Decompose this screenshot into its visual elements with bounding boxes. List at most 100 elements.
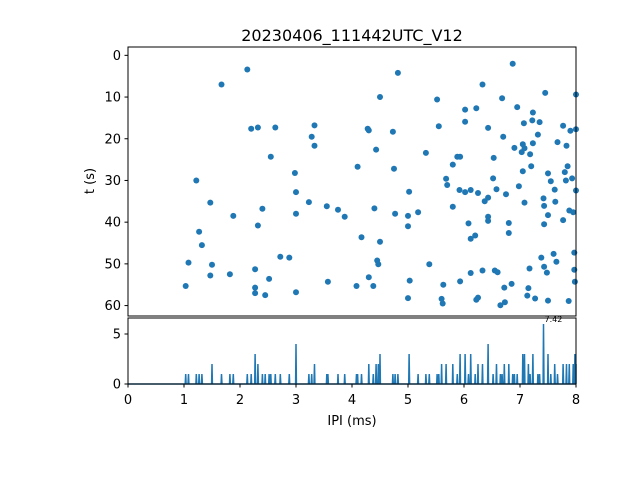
scatter-point xyxy=(490,154,497,161)
scatter-point xyxy=(293,289,299,296)
scatter-point xyxy=(508,280,515,287)
scatter-point xyxy=(252,266,259,273)
scatter-y-tick-label: 30 xyxy=(104,174,121,189)
scatter-point xyxy=(248,125,255,132)
scatter-point xyxy=(560,217,567,224)
scatter-point xyxy=(494,269,501,276)
scatter-point xyxy=(406,277,413,284)
scatter-point xyxy=(545,170,551,177)
scatter-point xyxy=(422,149,429,156)
scatter-point xyxy=(207,272,214,279)
scatter-point xyxy=(543,269,550,276)
scatter-point xyxy=(501,299,508,306)
scatter-point xyxy=(439,300,446,307)
scatter-point xyxy=(529,140,536,147)
scatter-point xyxy=(230,212,237,219)
scatter-point xyxy=(394,69,401,76)
scatter-point xyxy=(521,199,528,206)
scatter-point xyxy=(293,189,299,196)
scatter-point xyxy=(467,235,474,242)
scatter-point xyxy=(551,186,558,193)
x-tick-label: 0 xyxy=(124,393,132,408)
scatter-point xyxy=(462,106,469,113)
scatter-point xyxy=(528,163,535,170)
scatter-point xyxy=(254,124,261,131)
scatter-point xyxy=(541,263,548,270)
histogram-axes-frame xyxy=(127,317,577,385)
scatter-point xyxy=(354,163,361,170)
scatter-point xyxy=(565,298,572,304)
scatter-point xyxy=(226,271,233,278)
scatter-point xyxy=(389,128,396,135)
scatter-point xyxy=(540,195,547,202)
scatter-point xyxy=(534,131,541,138)
scatter-point xyxy=(324,278,331,285)
x-tick-label: 8 xyxy=(572,393,580,408)
scatter-point xyxy=(538,254,545,261)
histogram-line xyxy=(128,323,577,385)
x-axis-label: IPI (ms) xyxy=(327,414,376,429)
scatter-point xyxy=(527,151,534,158)
scatter-point xyxy=(365,127,372,134)
scatter-point xyxy=(479,81,486,88)
scatter-point xyxy=(193,177,200,184)
scatter-point xyxy=(505,220,512,226)
scatter-point xyxy=(529,117,536,124)
scatter-point xyxy=(371,205,378,212)
scatter-point xyxy=(291,170,298,176)
histogram-y-tick-label: 5 xyxy=(113,328,121,343)
scatter-point xyxy=(456,187,463,193)
scatter-point xyxy=(501,284,508,291)
scatter-point xyxy=(375,261,382,268)
scatter-point xyxy=(267,153,274,160)
scatter-y-tick-label: 0 xyxy=(113,49,121,64)
histogram-y-tick-label: 0 xyxy=(113,378,121,393)
scatter-point xyxy=(426,261,433,268)
scatter-y-tick-label: 20 xyxy=(104,132,121,147)
x-tick-label: 3 xyxy=(292,393,300,408)
scatter-point xyxy=(365,274,372,281)
scatter-point xyxy=(406,188,413,195)
scatter-point xyxy=(207,199,214,206)
scatter-point xyxy=(434,96,441,103)
scatter-point xyxy=(542,89,549,96)
scatter-point xyxy=(514,104,521,111)
scatter-point xyxy=(560,122,567,129)
scatter-point xyxy=(520,120,527,127)
chart-title: 20230406_111442UTC_V12 xyxy=(241,26,463,46)
scatter-point xyxy=(218,81,225,88)
scatter-point xyxy=(392,210,399,217)
scatter-point xyxy=(415,209,422,216)
scatter-point xyxy=(521,145,528,152)
scatter-point xyxy=(358,234,365,241)
scatter-point xyxy=(553,258,560,265)
scatter-point xyxy=(505,230,512,236)
scatter-point xyxy=(462,189,469,196)
scatter-point xyxy=(377,238,383,245)
scatter-point xyxy=(467,187,474,193)
scatter-panel: 0 10 20 30 40 50 60 t (s) xyxy=(83,46,579,317)
scatter-point xyxy=(571,278,578,285)
x-tick-label: 2 xyxy=(236,393,244,408)
scatter-point xyxy=(254,222,261,229)
scatter-axes-frame xyxy=(127,46,577,317)
scatter-point xyxy=(259,205,266,212)
scatter-y-tick-label: 60 xyxy=(104,299,121,314)
scatter-point xyxy=(525,285,532,292)
scatter-point xyxy=(479,267,486,274)
scatter-point xyxy=(562,177,569,184)
scatter-point xyxy=(353,283,360,289)
scatter-point xyxy=(472,232,479,239)
scatter-point xyxy=(485,217,492,224)
peak-annotation: 7.42 xyxy=(545,315,563,324)
scatter-point xyxy=(485,213,492,220)
x-tick-label: 6 xyxy=(460,393,468,408)
scatter-point xyxy=(515,183,522,190)
scatter-point xyxy=(252,284,259,291)
scatter-point xyxy=(266,275,273,282)
scatter-point xyxy=(475,190,481,196)
scatter-y-tick-label: 50 xyxy=(104,257,121,272)
scatter-point xyxy=(308,133,315,140)
scatter-point xyxy=(467,270,474,276)
